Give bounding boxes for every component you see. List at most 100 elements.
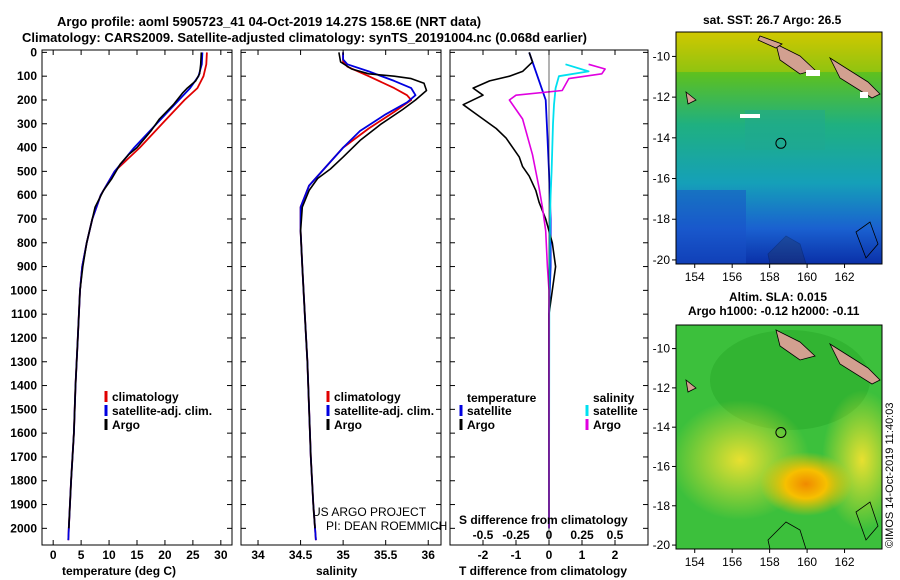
legend-label-s-satellite: satellite [593,404,638,418]
sla-map-image [676,325,882,549]
y-tick-label: 1800 [10,474,37,488]
island-outline [775,329,816,361]
map-y-tick-label: -12 [653,381,671,395]
project-credit-line1: US ARGO PROJECT [312,505,427,519]
legend-label-t-satellite: satellite [467,404,512,418]
x-tick-label: 34.5 [289,548,313,562]
x-tick-label: 35 [336,548,350,562]
y-tick-label: 400 [17,141,37,155]
series-line-t-satellite [528,52,552,529]
sla-high-patch [760,452,852,516]
legend-title-temperature: temperature [467,391,537,405]
map-x-tick-label: 158 [760,270,780,284]
y-tick-label: 200 [17,93,37,107]
x-tick-label: 20 [158,548,172,562]
difference-series [462,52,606,529]
argo-position-marker [775,137,787,149]
map-y-tick-label: -16 [653,459,671,473]
series-line-satellite-adj-clim- [67,52,204,541]
legend-label-s-argo: Argo [593,418,621,432]
map-y-tick-label: -14 [653,131,671,145]
x-tick-label: 15 [130,548,144,562]
map-x-tick-label: 158 [760,555,780,569]
y-tick-label: 1300 [10,355,37,369]
salinity-plot-frame [240,49,442,546]
sla-map-frame [675,324,883,550]
legend-label-climatology: climatology [334,390,401,404]
x-tick-label: 34 [251,548,265,562]
map-y-tick-label: -10 [653,49,671,63]
temperature-series [67,52,208,541]
temperature-plot-frame [41,49,233,546]
s-diff-tick-label: -0.5 [473,528,494,542]
sst-map-axes: 154 156 158 160 162 -10 -12 -14 -16 -18 -20 [653,49,855,284]
map-x-tick-label: 162 [835,555,855,569]
island-outline [685,379,697,393]
x-tick-label: 25 [186,548,200,562]
x-tick-label: 5 [78,548,85,562]
temperature-xlabel: temperature (deg C) [62,564,176,578]
map-x-tick-label: 154 [685,555,705,569]
x-tick-label: 10 [102,548,116,562]
x-tick-label: 35.5 [374,548,398,562]
series-line-argo [299,52,428,529]
map-y-tick-label: -18 [653,212,671,226]
sst-map-frame [675,31,883,265]
y-tick-label: 600 [17,188,37,202]
y-tick-label: 100 [17,69,37,83]
project-credit-line2: PI: DEAN ROEMMICH [326,519,447,533]
figure-title-line1: Argo profile: aoml 5905723_41 04-Oct-201… [57,14,481,29]
series-line-climatology [299,52,413,541]
sla-map-subtitle: Argo h1000: -0.12 h2000: -0.11 [688,304,860,318]
series-line-argo [68,52,203,529]
series-line-satellite-adj-clim- [299,52,417,541]
sst-map-title: sat. SST: 26.7 Argo: 26.5 [703,13,842,27]
figure-title-line2: Climatology: CARS2009. Satellite-adjuste… [22,30,587,45]
salinity-legend: climatology satellite-adj. clim. Argo [326,390,434,432]
map-y-tick-label: -16 [653,172,671,186]
map-y-tick-label: -12 [653,90,671,104]
y-tick-label: 0 [30,45,37,59]
map-y-tick-label: -14 [653,420,671,434]
map-x-tick-label: 154 [685,270,705,284]
sst-missing-data [740,114,760,118]
y-tick-label: 1400 [10,379,37,393]
reef-outline [767,235,807,264]
island-outline [829,342,881,385]
difference-xlabel: T difference from climatology [459,564,627,578]
sla-map-title: Altim. SLA: 0.015 [729,290,827,304]
map-x-tick-label: 162 [835,270,855,284]
map-y-tick-label: -18 [653,499,671,513]
reef-outline [855,501,879,541]
sst-cold-patch [676,190,746,264]
s-difference-xlabel: S difference from climatology [459,513,628,527]
series-line-climatology [67,52,208,541]
y-tick-label: 900 [17,260,37,274]
y-tick-label: 700 [17,212,37,226]
s-diff-tick-label: 0.25 [570,528,594,542]
x-tick-label: 36 [422,548,436,562]
series-line-t-argo [462,52,557,529]
s-diff-tick-label: -0.25 [502,528,530,542]
reef-outline [855,221,879,259]
y-tick-label: 1200 [10,331,37,345]
legend-label-climatology: climatology [112,390,179,404]
legend-label-satellite: satellite-adj. clim. [112,404,212,418]
depth-axis: 0 100 200 300 400 500 600 700 800 900 1000 1100 1200… [10,45,648,535]
x-axes: 0 5 10 15 20 25 30 34 34.5 35 35.5 36 -2 -1 0 1 2 -0.5 -0.… [50,50,624,562]
y-tick-label: 2000 [10,521,37,535]
imos-watermark: ©IMOS 14-Oct-2019 11:40:03 [884,403,896,548]
s-diff-tick-label: 0.5 [607,528,624,542]
y-tick-label: 500 [17,164,37,178]
x-tick-label: -1 [511,548,522,562]
legend-title-salinity: salinity [593,391,635,405]
x-tick-label: -2 [478,548,489,562]
legend-label-argo: Argo [112,418,140,432]
y-tick-label: 1700 [10,450,37,464]
map-x-tick-label: 160 [797,270,817,284]
map-y-tick-label: -10 [653,342,671,356]
map-x-tick-label: 160 [797,555,817,569]
y-tick-label: 300 [17,117,37,131]
sla-map-axes: 154 156 158 160 162 -10 -12 -14 -16 -18 -20 [653,342,855,569]
reef-outline [767,521,807,549]
